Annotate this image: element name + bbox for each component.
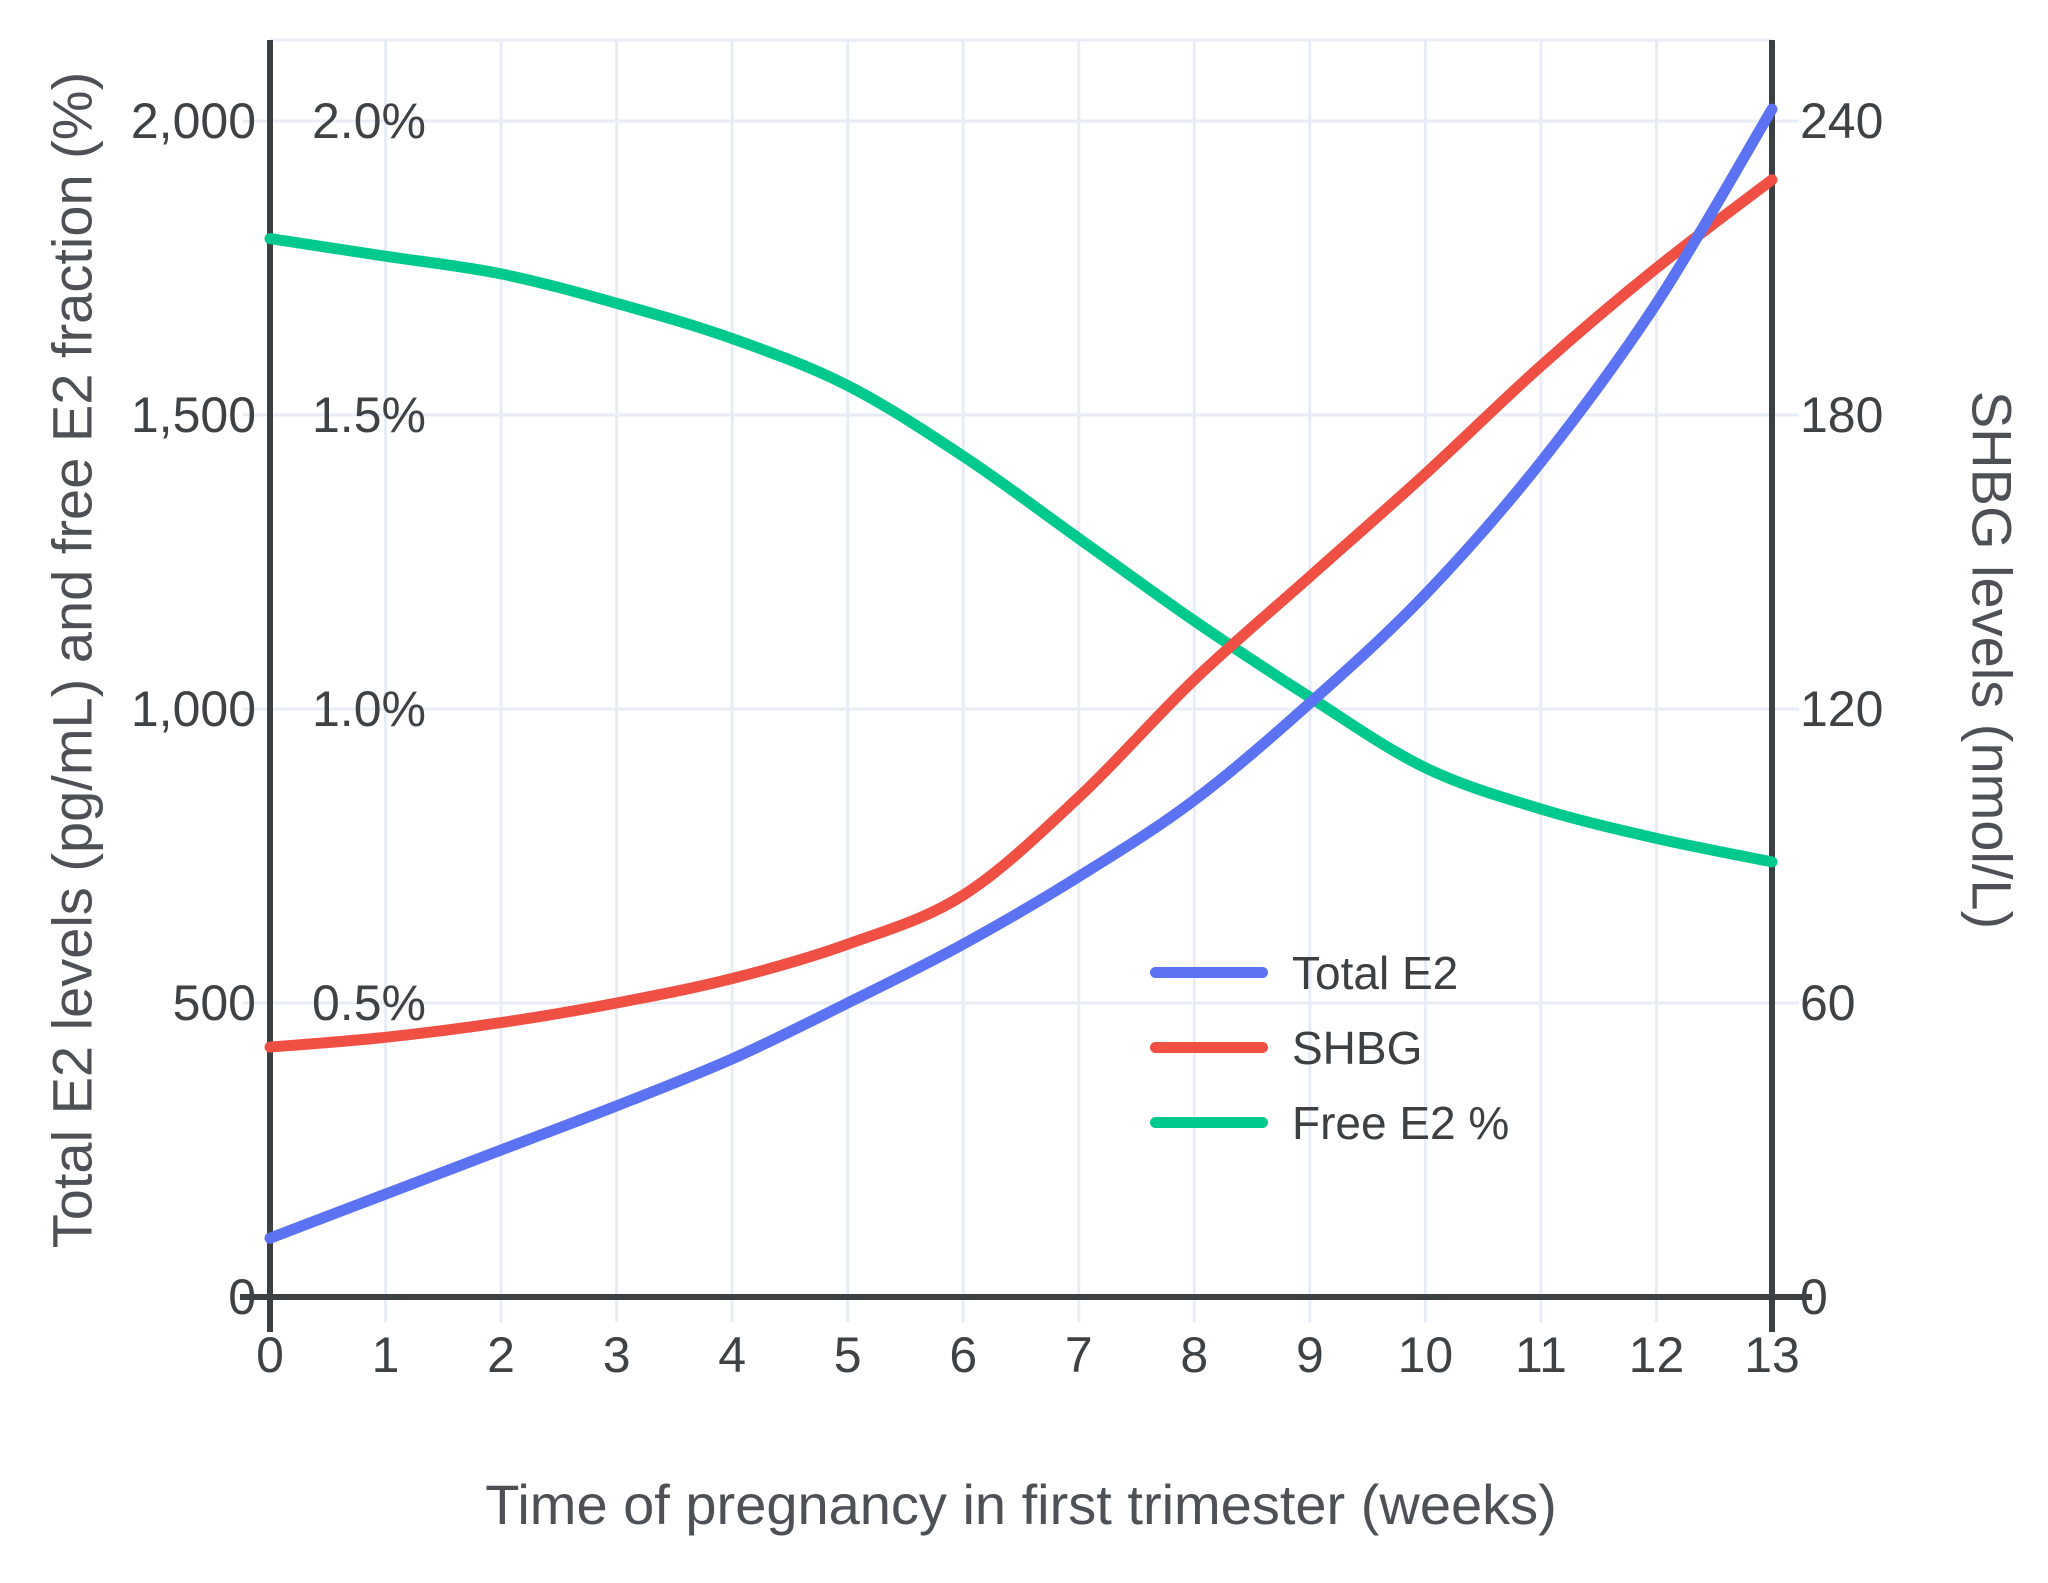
percent-tick-label: 1.0% — [312, 681, 426, 737]
left-axis-tick-label: 2,000 — [131, 93, 256, 149]
x-axis-title: Time of pregnancy in first trimester (we… — [485, 1473, 1557, 1536]
x-axis-tick-label: 1 — [372, 1327, 400, 1383]
left-axis-title: Total E2 levels (pg/mL) and free E2 frac… — [40, 71, 104, 1249]
legend-label: Total E2 — [1292, 946, 1459, 999]
left-axis-tick-label: 0 — [228, 1269, 256, 1325]
legend-item-total-e2: Total E2 — [1150, 935, 1509, 1010]
x-axis-tick-label: 8 — [1180, 1327, 1208, 1383]
right-axis-tick-label: 240 — [1800, 93, 1883, 149]
left-axis-tick-label: 1,000 — [131, 681, 256, 737]
right-axis-tick-label: 60 — [1800, 975, 1856, 1031]
axis-lines — [240, 40, 1812, 1332]
free-e2--line — [264, 233, 1778, 868]
x-axis-tick-label: 2 — [487, 1327, 515, 1383]
free-e2-line-swatch — [1150, 1117, 1268, 1128]
legend-item-shbg: SHBG — [1150, 1010, 1509, 1085]
x-axis-tick-label: 11 — [1515, 1327, 1567, 1383]
x-axis-tick-label: 13 — [1744, 1327, 1800, 1383]
legend: Total E2 SHBG Free E2 % — [1150, 935, 1509, 1160]
shbg-line-swatch — [1150, 1042, 1268, 1053]
right-axis-tick-label: 120 — [1800, 681, 1883, 737]
x-axis-tick-label: 7 — [1065, 1327, 1093, 1383]
x-axis-tick-label: 9 — [1296, 1327, 1324, 1383]
legend-label: SHBG — [1292, 1021, 1423, 1074]
legend-label: Free E2 % — [1292, 1096, 1510, 1149]
right-axis-tick-label: 0 — [1800, 1269, 1828, 1325]
left-axis-tick-label: 1,500 — [131, 387, 256, 443]
gridlines — [243, 38, 1799, 1322]
shbg-line — [264, 174, 1778, 1053]
total-e2-line-swatch — [1150, 967, 1268, 978]
x-axis-tick-label: 3 — [603, 1327, 631, 1383]
right-axis-title: SHBG levels (nmol/L) — [1960, 390, 2024, 930]
percent-tick-label: 1.5% — [312, 387, 426, 443]
left-axis-tick-label: 500 — [173, 975, 256, 1031]
x-axis-tick-label: 12 — [1629, 1327, 1685, 1383]
total-e2-line — [264, 103, 1778, 1244]
percent-tick-label: 2.0% — [312, 93, 426, 149]
x-axis-tick-label: 6 — [949, 1327, 977, 1383]
tick-labels: 05001,0001,5002,0000.5%1.0%1.5%2.0%06012… — [131, 93, 1884, 1383]
right-axis-tick-label: 180 — [1800, 387, 1883, 443]
series-lines — [264, 103, 1778, 1244]
percent-tick-label: 0.5% — [312, 975, 426, 1031]
x-axis-tick-label: 10 — [1398, 1327, 1454, 1383]
x-axis-tick-label: 0 — [256, 1327, 284, 1383]
x-axis-tick-label: 5 — [834, 1327, 862, 1383]
legend-item-free-e2: Free E2 % — [1150, 1085, 1509, 1160]
x-axis-tick-label: 4 — [718, 1327, 746, 1383]
